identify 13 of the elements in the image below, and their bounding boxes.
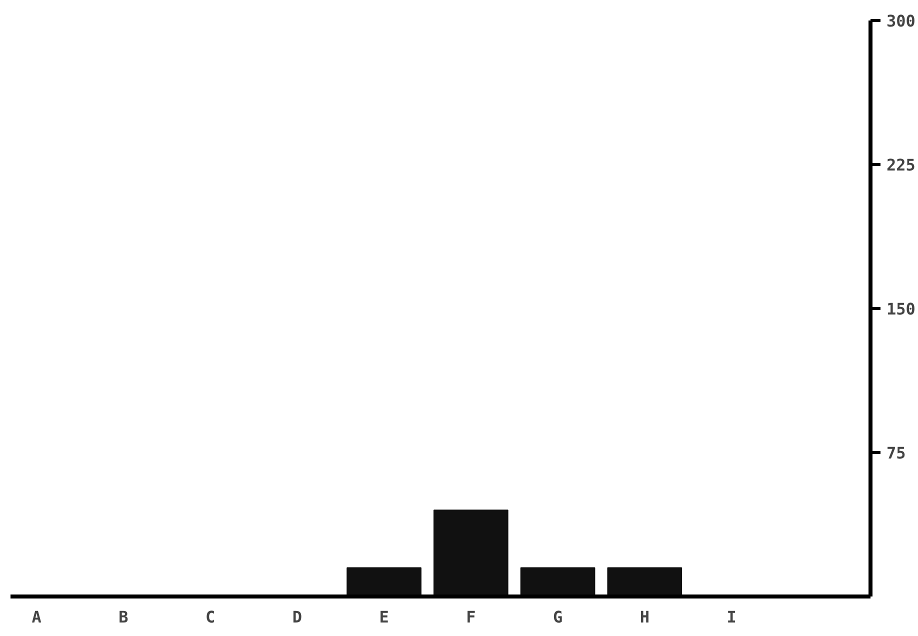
x-tick-label: A xyxy=(32,608,42,626)
x-tick-label: H xyxy=(640,608,650,626)
y-tick-label: 300 xyxy=(886,12,916,30)
x-tick-label: I xyxy=(726,608,736,626)
x-tick-label: E xyxy=(379,608,389,626)
x-tick-label: G xyxy=(552,608,563,626)
x-tick-label: C xyxy=(205,608,216,626)
y-tick-label: 225 xyxy=(886,156,916,174)
x-tick-label: B xyxy=(118,608,129,626)
x-tick-label: D xyxy=(292,608,302,626)
y-tick-label: 75 xyxy=(886,444,906,462)
y-tick-label: 150 xyxy=(886,300,916,318)
x-tick-label: F xyxy=(466,608,476,626)
